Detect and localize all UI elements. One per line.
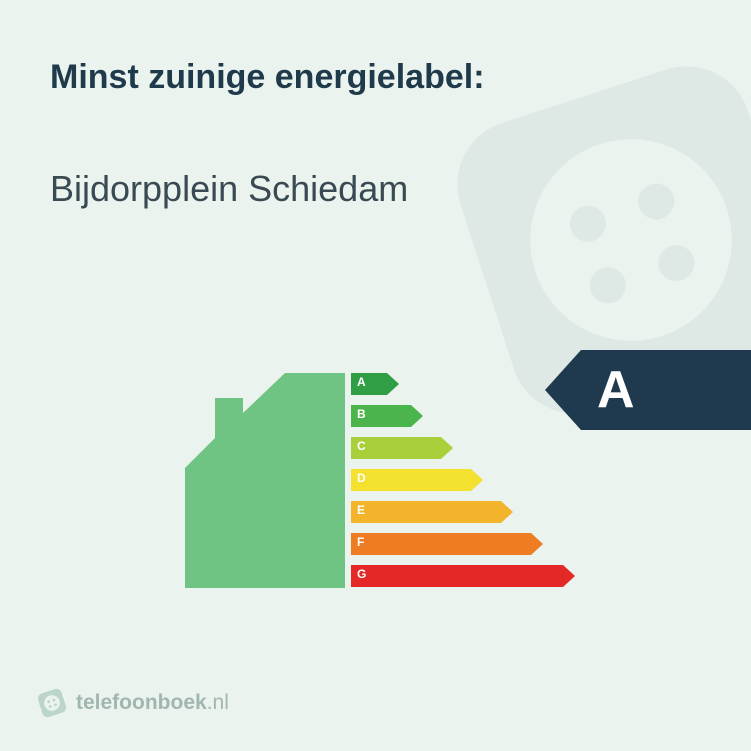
- selected-label-badge: A: [545, 350, 751, 430]
- page-title: Minst zuinige energielabel:: [50, 58, 485, 97]
- energy-bar-d: D: [351, 464, 575, 496]
- house-icon: [185, 373, 345, 588]
- bar-letter: F: [357, 535, 364, 549]
- badge-body: A: [581, 350, 751, 430]
- footer-branding: telefoonboek.nl: [38, 689, 229, 717]
- energy-bar-f: F: [351, 528, 575, 560]
- bar-letter: B: [357, 407, 366, 421]
- bar-letter: A: [357, 375, 366, 389]
- brand-name: telefoonboek: [76, 691, 207, 714]
- energy-bar-g: G: [351, 560, 575, 592]
- location-name: Bijdorpplein Schiedam: [50, 168, 408, 210]
- energy-label-chart: A B C D E F G: [185, 368, 585, 598]
- energy-bar-b: B: [351, 400, 575, 432]
- bar-letter: E: [357, 503, 365, 517]
- footer-logo-icon: [34, 685, 69, 720]
- bar-letter: D: [357, 471, 366, 485]
- footer-text: telefoonboek.nl: [76, 691, 229, 715]
- bar-letter: C: [357, 439, 366, 453]
- energy-bars: A B C D E F G: [351, 368, 575, 592]
- bar-letter: G: [357, 567, 366, 581]
- energy-bar-e: E: [351, 496, 575, 528]
- energy-bar-a: A: [351, 368, 575, 400]
- badge-arrow: [545, 350, 581, 430]
- brand-tld: .nl: [207, 691, 229, 714]
- badge-letter: A: [597, 360, 635, 420]
- energy-bar-c: C: [351, 432, 575, 464]
